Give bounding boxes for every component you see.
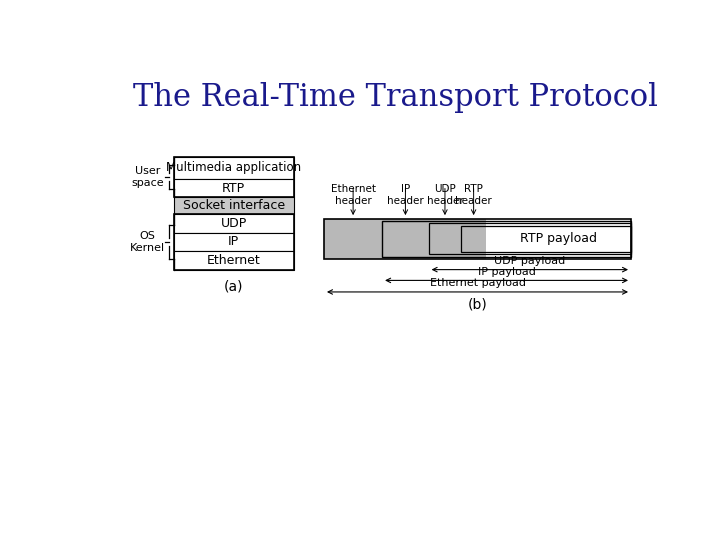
Text: Socket interface: Socket interface [183, 199, 285, 212]
Text: RTP
header: RTP header [455, 184, 492, 206]
Bar [486, 219, 631, 259]
Text: UDP
header: UDP header [426, 184, 464, 206]
Bar [174, 233, 294, 251]
Bar [174, 157, 294, 197]
Text: OS
Kernel: OS Kernel [130, 231, 165, 253]
Bar [428, 219, 462, 259]
Bar [428, 224, 631, 254]
Bar [462, 219, 486, 259]
Bar [174, 157, 294, 179]
Bar [174, 179, 294, 197]
Text: Ethernet: Ethernet [207, 254, 261, 267]
Bar [462, 226, 631, 252]
Bar [174, 214, 294, 233]
Text: UDP: UDP [220, 217, 247, 230]
Text: RTP payload: RTP payload [520, 232, 597, 245]
Bar [324, 219, 382, 259]
Text: The Real-Time Transport Protocol: The Real-Time Transport Protocol [132, 82, 657, 113]
Text: UDP payload: UDP payload [494, 256, 565, 266]
Bar [382, 221, 631, 256]
Bar [174, 251, 294, 269]
Text: (a): (a) [224, 280, 243, 294]
Bar [174, 197, 294, 214]
Bar [382, 219, 428, 259]
Text: (b): (b) [467, 297, 487, 311]
Text: IP
header: IP header [387, 184, 424, 206]
Bar [174, 214, 294, 269]
Text: Ethernet payload: Ethernet payload [430, 278, 526, 288]
Text: RTP: RTP [222, 181, 246, 194]
Text: IP payload: IP payload [477, 267, 536, 276]
Text: Multimedia application: Multimedia application [166, 161, 302, 174]
Text: IP: IP [228, 235, 239, 248]
Text: User
space: User space [131, 166, 163, 188]
Text: Ethernet
header: Ethernet header [330, 184, 376, 206]
Bar [324, 219, 631, 259]
